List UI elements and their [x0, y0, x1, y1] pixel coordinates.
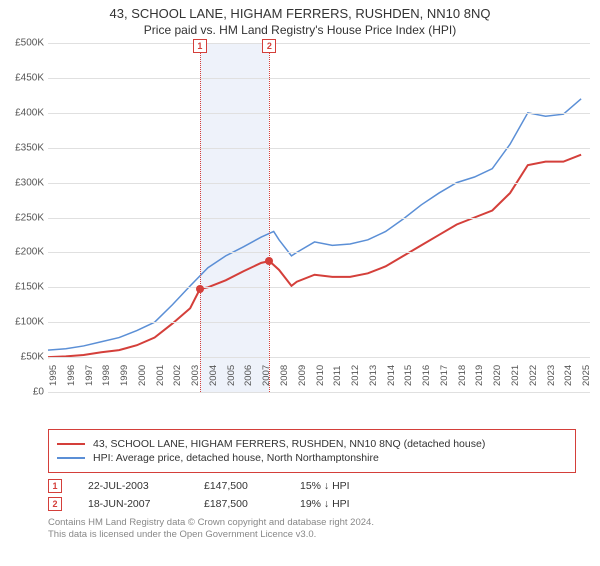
chart-area: £0£50K£100K£150K£200K£250K£300K£350K£400…: [48, 43, 590, 393]
gridline: [48, 43, 590, 44]
y-tick-label: £200K: [0, 247, 44, 258]
sale-marker-1: 1: [193, 39, 207, 53]
sale-dot-2: [265, 257, 273, 265]
y-tick-label: £150K: [0, 282, 44, 293]
x-tick-label: 1995: [48, 365, 59, 386]
x-tick-label: 2015: [403, 365, 414, 386]
legend-swatch: [57, 457, 85, 459]
series-property: [48, 155, 581, 357]
x-tick-label: 2022: [528, 365, 539, 386]
gridline: [48, 148, 590, 149]
x-tick-label: 2018: [457, 365, 468, 386]
sale-row-marker: 1: [48, 479, 62, 493]
chart-subtitle: Price paid vs. HM Land Registry's House …: [0, 23, 600, 37]
legend-label: 43, SCHOOL LANE, HIGHAM FERRERS, RUSHDEN…: [93, 438, 485, 450]
gridline: [48, 392, 590, 393]
x-tick-label: 2024: [563, 365, 574, 386]
sale-dot-1: [196, 285, 204, 293]
x-tick-label: 2001: [155, 365, 166, 386]
sale-vline: [269, 43, 270, 392]
sale-vline: [200, 43, 201, 392]
y-tick-label: £0: [0, 387, 44, 398]
footer-attribution: Contains HM Land Registry data © Crown c…: [48, 517, 576, 542]
x-tick-label: 2010: [315, 365, 326, 386]
x-tick-label: 2013: [368, 365, 379, 386]
x-tick-label: 2012: [350, 365, 361, 386]
x-tick-label: 2006: [243, 365, 254, 386]
x-tick-label: 2023: [546, 365, 557, 386]
x-tick-label: 1998: [101, 365, 112, 386]
y-tick-label: £500K: [0, 38, 44, 49]
y-tick-label: £250K: [0, 212, 44, 223]
y-tick-label: £100K: [0, 317, 44, 328]
x-tick-label: 2000: [137, 365, 148, 386]
x-tick-label: 2004: [208, 365, 219, 386]
sale-delta: 19% ↓ HPI: [300, 498, 350, 510]
x-tick-label: 2025: [581, 365, 592, 386]
x-tick-label: 2016: [421, 365, 432, 386]
y-tick-label: £400K: [0, 107, 44, 118]
x-tick-label: 2008: [279, 365, 290, 386]
gridline: [48, 287, 590, 288]
x-tick-label: 2020: [492, 365, 503, 386]
x-tick-label: 2009: [297, 365, 308, 386]
gridline: [48, 322, 590, 323]
gridline: [48, 183, 590, 184]
footer-line2: This data is licensed under the Open Gov…: [48, 529, 576, 541]
sale-row: 1 22-JUL-2003 £147,500 15% ↓ HPI: [48, 479, 576, 493]
legend-row: HPI: Average price, detached house, Nort…: [57, 452, 567, 464]
x-tick-label: 2014: [386, 365, 397, 386]
x-tick-label: 2019: [474, 365, 485, 386]
x-tick-label: 2011: [332, 366, 343, 386]
sale-row: 2 18-JUN-2007 £187,500 19% ↓ HPI: [48, 497, 576, 511]
x-tick-label: 2007: [261, 365, 272, 386]
chart-title: 43, SCHOOL LANE, HIGHAM FERRERS, RUSHDEN…: [0, 6, 600, 21]
x-tick-label: 2005: [226, 365, 237, 386]
y-tick-label: £350K: [0, 142, 44, 153]
sale-price: £147,500: [204, 480, 274, 492]
x-tick-label: 2021: [510, 365, 521, 386]
gridline: [48, 252, 590, 253]
legend-box: 43, SCHOOL LANE, HIGHAM FERRERS, RUSHDEN…: [48, 429, 576, 473]
gridline: [48, 78, 590, 79]
sale-date: 22-JUL-2003: [88, 480, 178, 492]
legend-swatch: [57, 443, 85, 445]
x-tick-label: 2002: [172, 365, 183, 386]
sales-list: 1 22-JUL-2003 £147,500 15% ↓ HPI 2 18-JUN-200…: [48, 479, 576, 511]
y-tick-label: £300K: [0, 177, 44, 188]
series-hpi: [48, 99, 581, 350]
gridline: [48, 113, 590, 114]
sale-price: £187,500: [204, 498, 274, 510]
sale-date: 18-JUN-2007: [88, 498, 178, 510]
sale-marker-2: 2: [262, 39, 276, 53]
x-tick-label: 2017: [439, 365, 450, 386]
x-tick-label: 1999: [119, 365, 130, 386]
x-tick-label: 1997: [84, 365, 95, 386]
footer-line1: Contains HM Land Registry data © Crown c…: [48, 517, 576, 529]
legend-row: 43, SCHOOL LANE, HIGHAM FERRERS, RUSHDEN…: [57, 438, 567, 450]
sale-row-marker: 2: [48, 497, 62, 511]
y-tick-label: £50K: [0, 352, 44, 363]
y-tick-label: £450K: [0, 72, 44, 83]
gridline: [48, 218, 590, 219]
x-tick-label: 1996: [66, 365, 77, 386]
gridline: [48, 357, 590, 358]
chart-plot: £0£50K£100K£150K£200K£250K£300K£350K£400…: [48, 43, 590, 393]
legend-label: HPI: Average price, detached house, Nort…: [93, 452, 379, 464]
sale-delta: 15% ↓ HPI: [300, 480, 350, 492]
